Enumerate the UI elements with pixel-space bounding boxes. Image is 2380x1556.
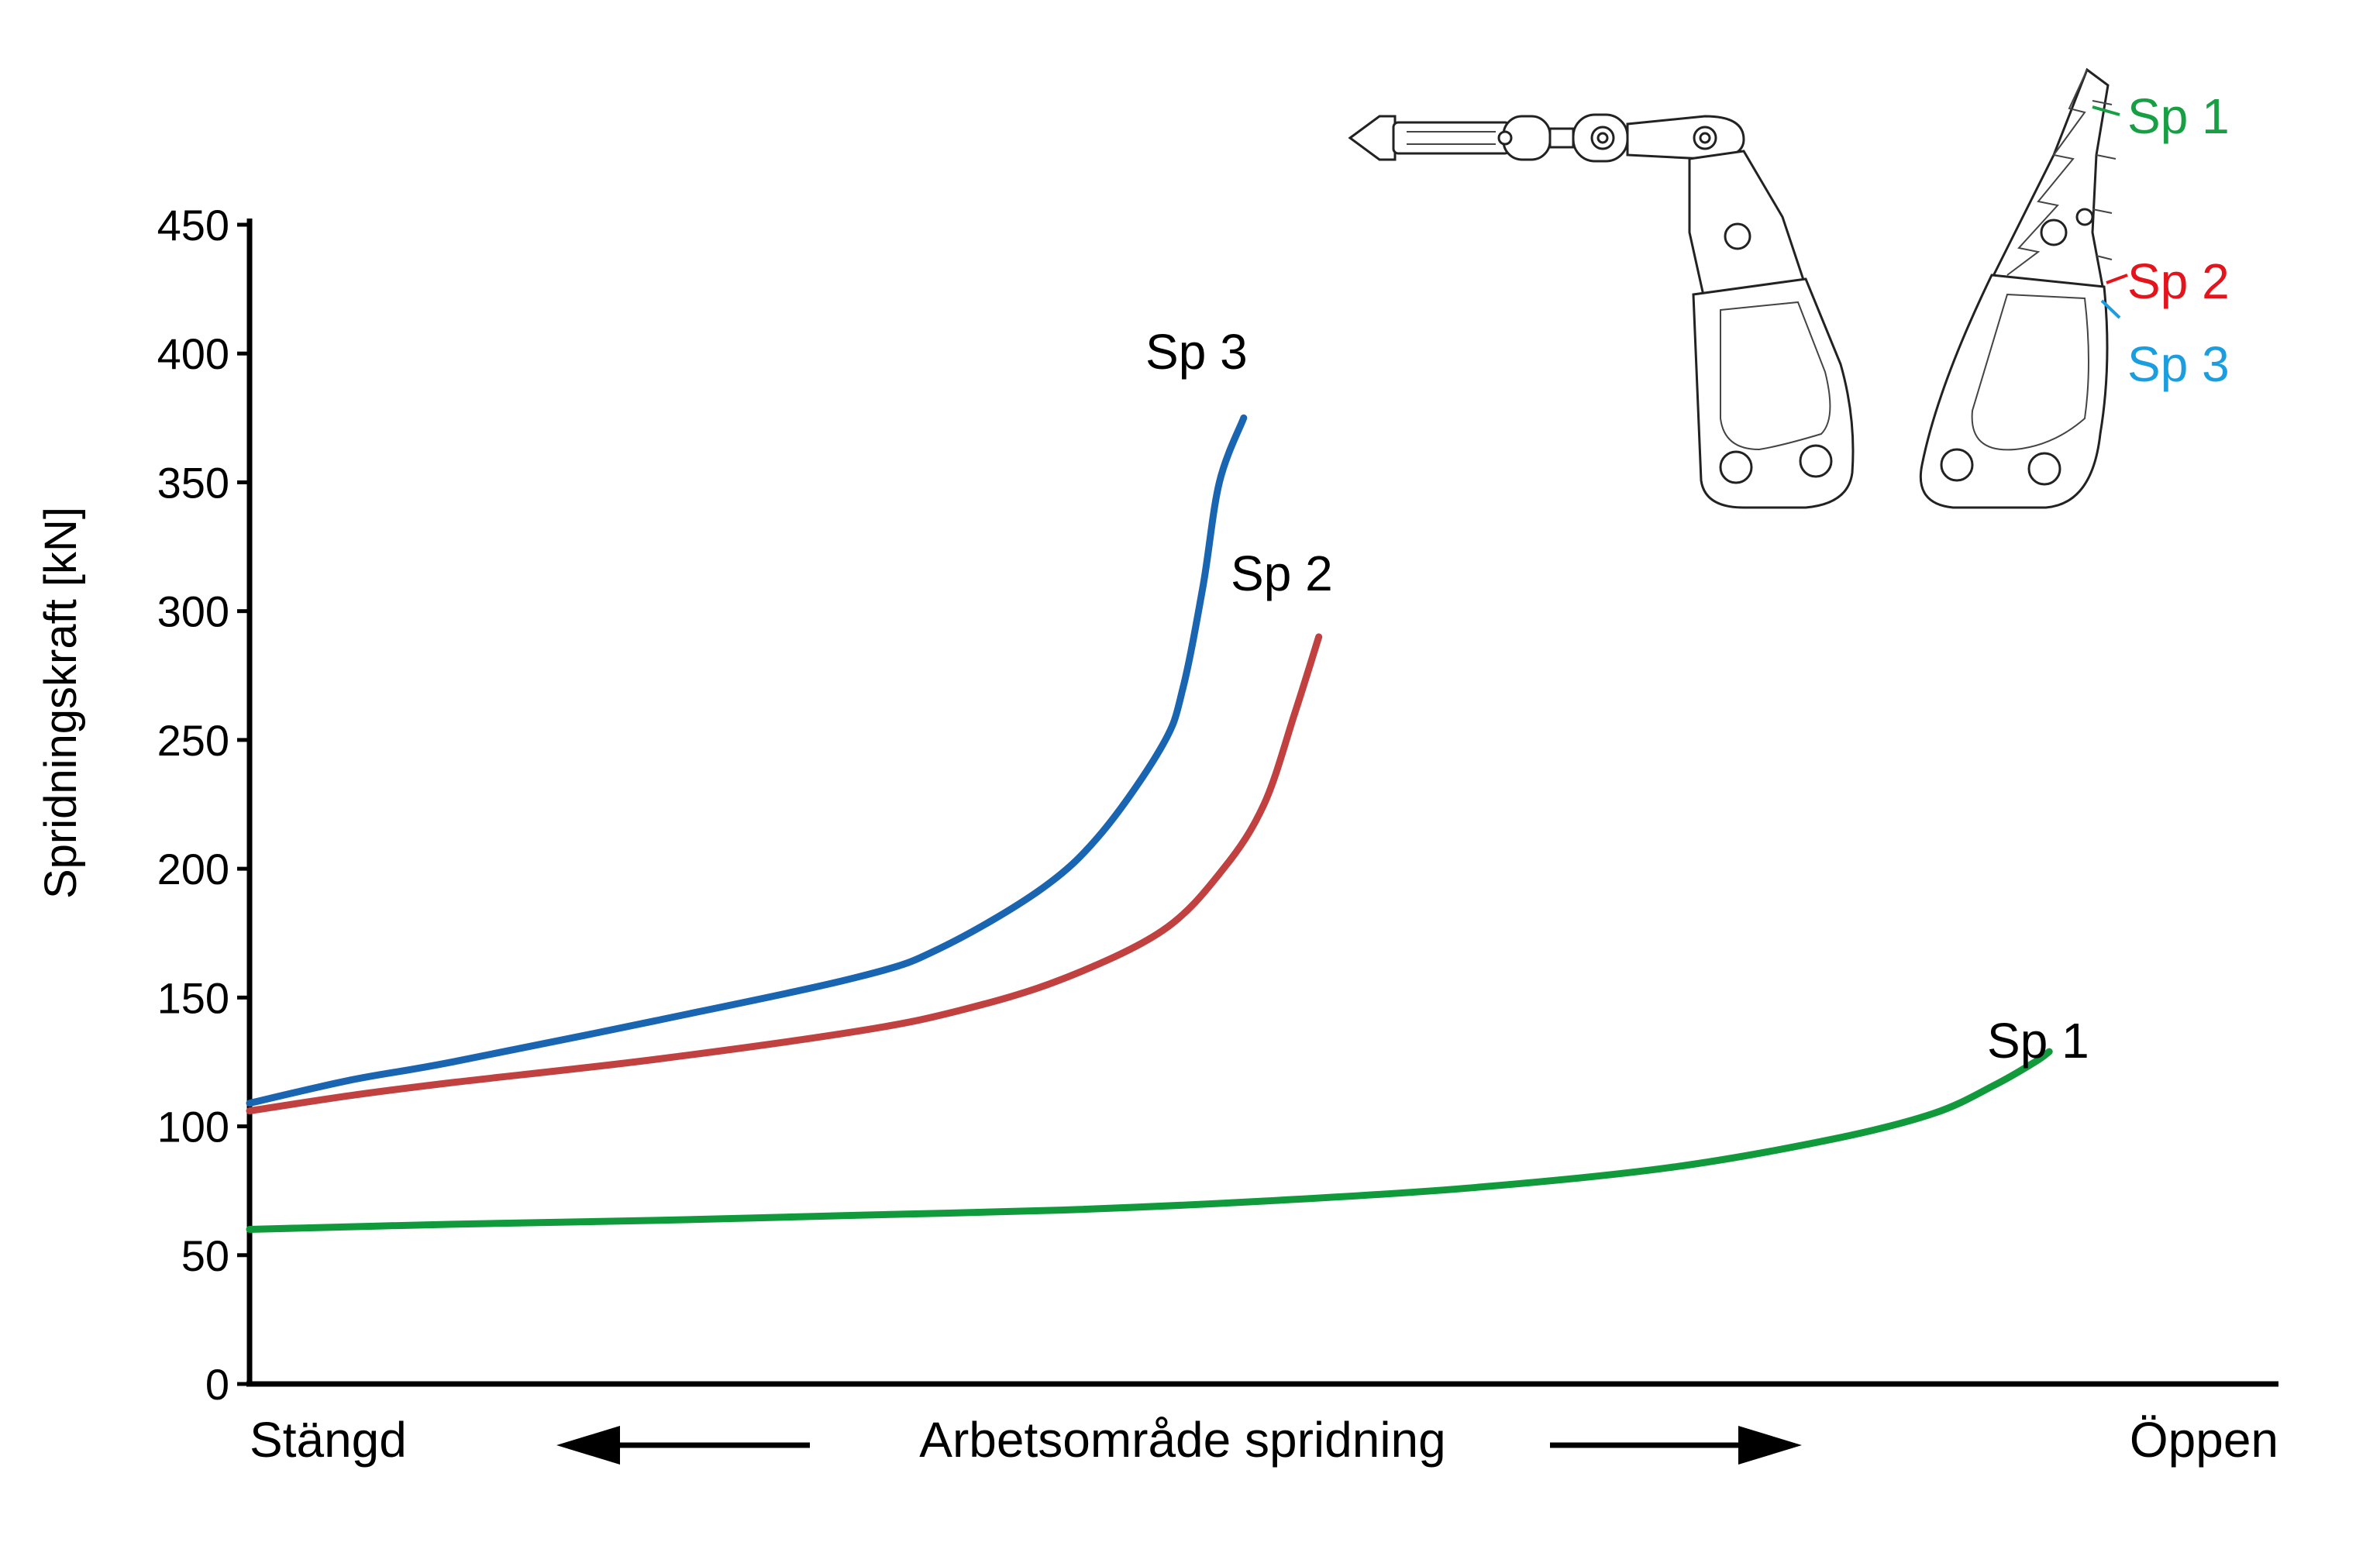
series-layer [246, 414, 2053, 1233]
left-arrow-icon [556, 1426, 810, 1465]
y-tick-label-250: 250 [157, 716, 229, 765]
series-label-sp2: Sp 2 [1231, 546, 1333, 601]
x-axis-title: Arbetsområde spridning [919, 1412, 1445, 1468]
legend-pointer-sp3 [2100, 299, 2121, 319]
y-axis-ticks: 0 50 100 150 200 250 300 350 400 450 [157, 201, 250, 1409]
x-start-label: Stängd [250, 1412, 407, 1468]
left-arm-illustration [1688, 150, 1855, 509]
right-arm-illustration [1919, 67, 2117, 509]
series-line-sp1 [246, 1048, 2053, 1233]
legend-label-sp3: Sp 3 [2127, 336, 2230, 392]
y-tick-label-350: 350 [157, 458, 229, 507]
y-tick-label-300: 300 [157, 587, 229, 636]
series-label-sp1: Sp 1 [1987, 1013, 2089, 1069]
series-label-sp3: Sp 3 [1145, 324, 1248, 380]
y-tick-label-200: 200 [157, 845, 229, 893]
right-arrow-icon [1550, 1426, 1802, 1465]
legend-pointer-sp2 [2106, 274, 2128, 284]
spreader-tool-illustration [1348, 67, 2128, 509]
legend-label-sp1: Sp 1 [2127, 88, 2230, 144]
y-tick-label-400: 400 [157, 329, 229, 378]
piston-rod-illustration [1348, 113, 1745, 163]
legend-pointer-sp1 [2092, 105, 2120, 116]
y-tick-label-0: 0 [205, 1360, 229, 1409]
series-line-sp2 [246, 633, 1323, 1115]
y-tick-label-450: 450 [157, 201, 229, 250]
legend-label-sp2: Sp 2 [2127, 253, 2230, 309]
y-tick-label-150: 150 [157, 973, 229, 1022]
y-tick-label-100: 100 [157, 1103, 229, 1152]
x-end-label: Öppen [2130, 1412, 2278, 1468]
series-line-sp3 [246, 414, 1248, 1107]
y-tick-label-50: 50 [181, 1231, 229, 1280]
y-axis-title: Spridningskraft [kN] [36, 507, 86, 899]
